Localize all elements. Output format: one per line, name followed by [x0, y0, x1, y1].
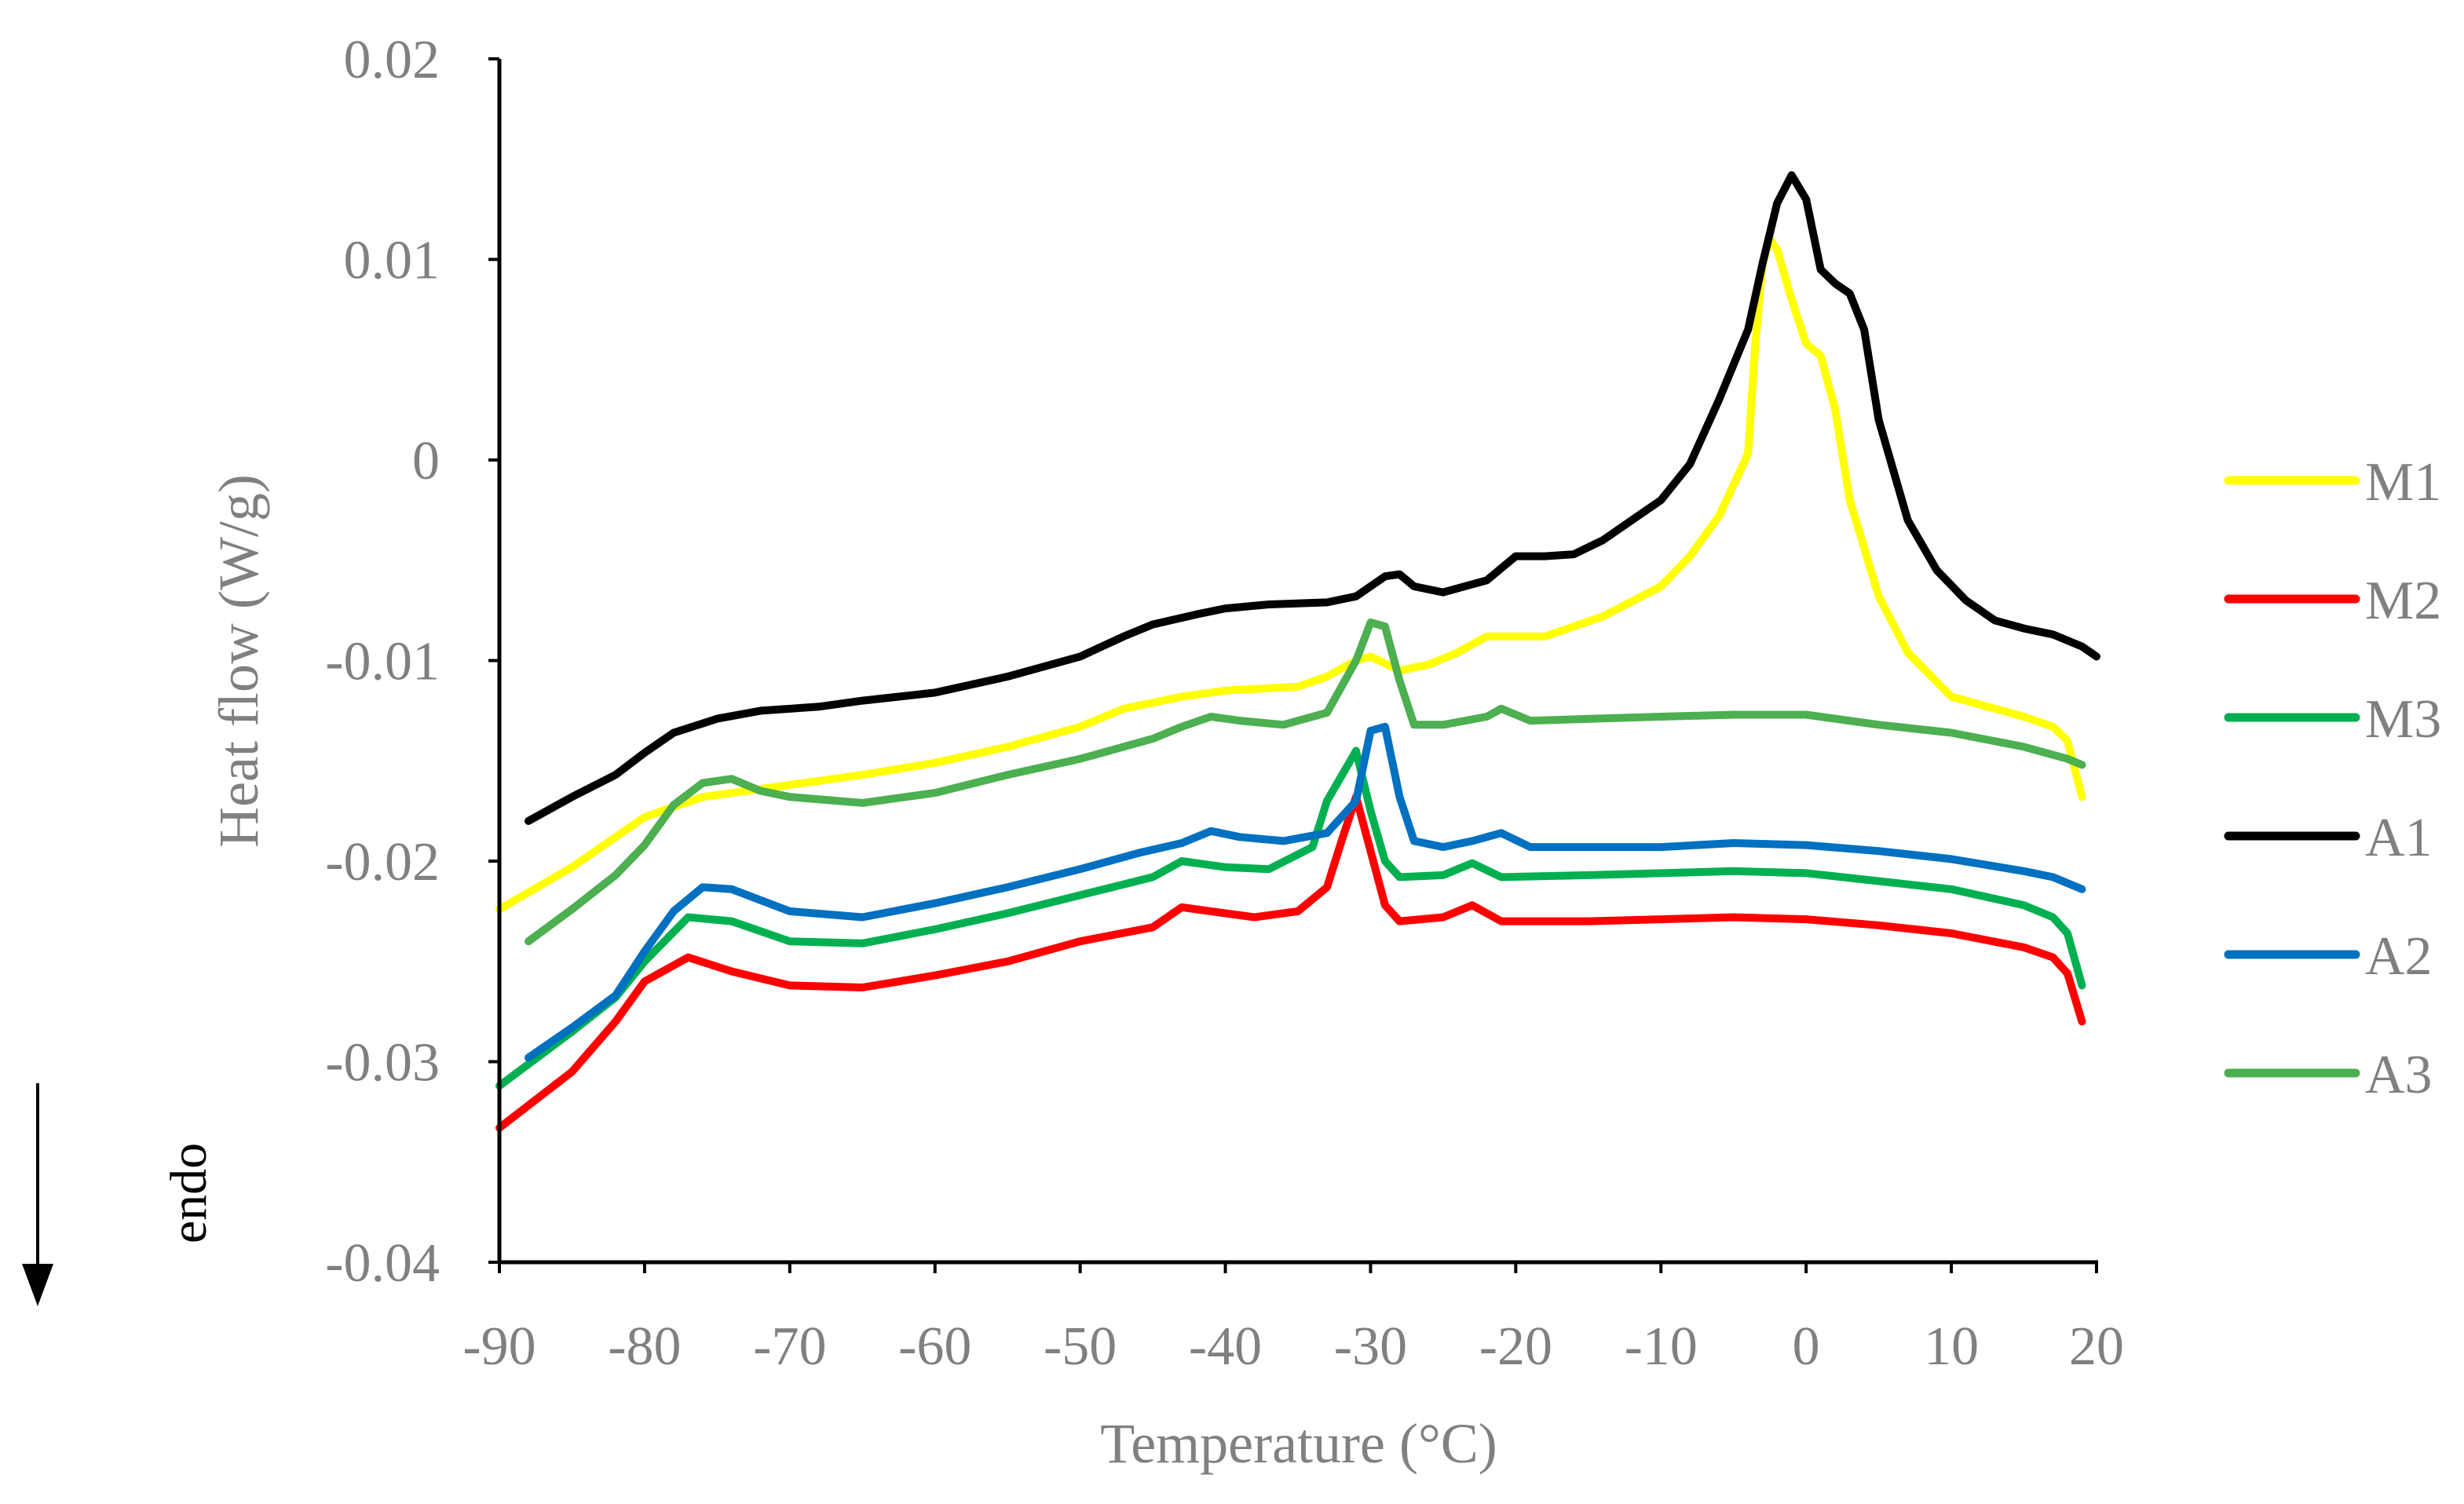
- x-tick-label: -30: [1334, 1316, 1407, 1377]
- x-tick-label: -60: [898, 1316, 971, 1377]
- legend-label-a2: A2: [2365, 926, 2433, 987]
- legend-label-m3: M3: [2365, 689, 2441, 750]
- y-ticks: 0.02 0.01 0 -0.01 -0.02 -0.03 -0.04: [325, 30, 499, 1294]
- y-tick-label: 0: [412, 431, 440, 491]
- legend-label-m2: M2: [2365, 571, 2441, 631]
- y-axis-title: Heat flow (W/g): [207, 474, 270, 848]
- x-tick-label: -70: [753, 1316, 826, 1377]
- x-axis-title: Temperature (°C): [1100, 1412, 1497, 1475]
- x-tick-label: 10: [1924, 1316, 1979, 1377]
- legend-label-a3: A3: [2365, 1045, 2433, 1105]
- y-tick-label: 0.02: [344, 30, 441, 90]
- x-tick-label: -40: [1189, 1316, 1262, 1377]
- x-tick-label: -50: [1044, 1316, 1117, 1377]
- y-tick-label: -0.02: [325, 832, 440, 893]
- plot-lines: [495, 171, 2100, 1132]
- series-line-m2: [495, 793, 2086, 1132]
- x-tick-label: -90: [462, 1316, 536, 1377]
- endo-indicator: endo: [22, 1083, 218, 1306]
- axes: [497, 59, 2098, 1265]
- legend: M1 M2 M3 A1 A2 A3: [2224, 452, 2441, 1105]
- series-line-m1: [495, 235, 2086, 914]
- series-line-a3: [525, 619, 2086, 946]
- x-tick-label: -20: [1479, 1316, 1552, 1377]
- endo-label: endo: [160, 1143, 218, 1243]
- y-tick-label: 0.01: [344, 231, 441, 291]
- legend-label-a1: A1: [2365, 808, 2433, 868]
- series-line-a1: [525, 171, 2100, 825]
- endo-arrow-icon: [22, 1264, 53, 1306]
- x-tick-label: 0: [1793, 1316, 1820, 1377]
- y-tick-label: -0.03: [325, 1033, 440, 1093]
- legend-label-m1: M1: [2365, 452, 2441, 513]
- x-tick-label: 20: [2069, 1316, 2124, 1377]
- x-tick-label: -80: [608, 1316, 681, 1377]
- series-line-a2: [525, 722, 2086, 1062]
- x-ticks: -90 -80 -70 -60 -50 -40 -30 -20 -10 0 10 20: [462, 1262, 2124, 1377]
- y-tick-label: -0.01: [325, 632, 440, 692]
- x-tick-label: -10: [1625, 1316, 1698, 1377]
- y-tick-label: -0.04: [325, 1233, 440, 1294]
- series-line-m3: [495, 747, 2086, 1090]
